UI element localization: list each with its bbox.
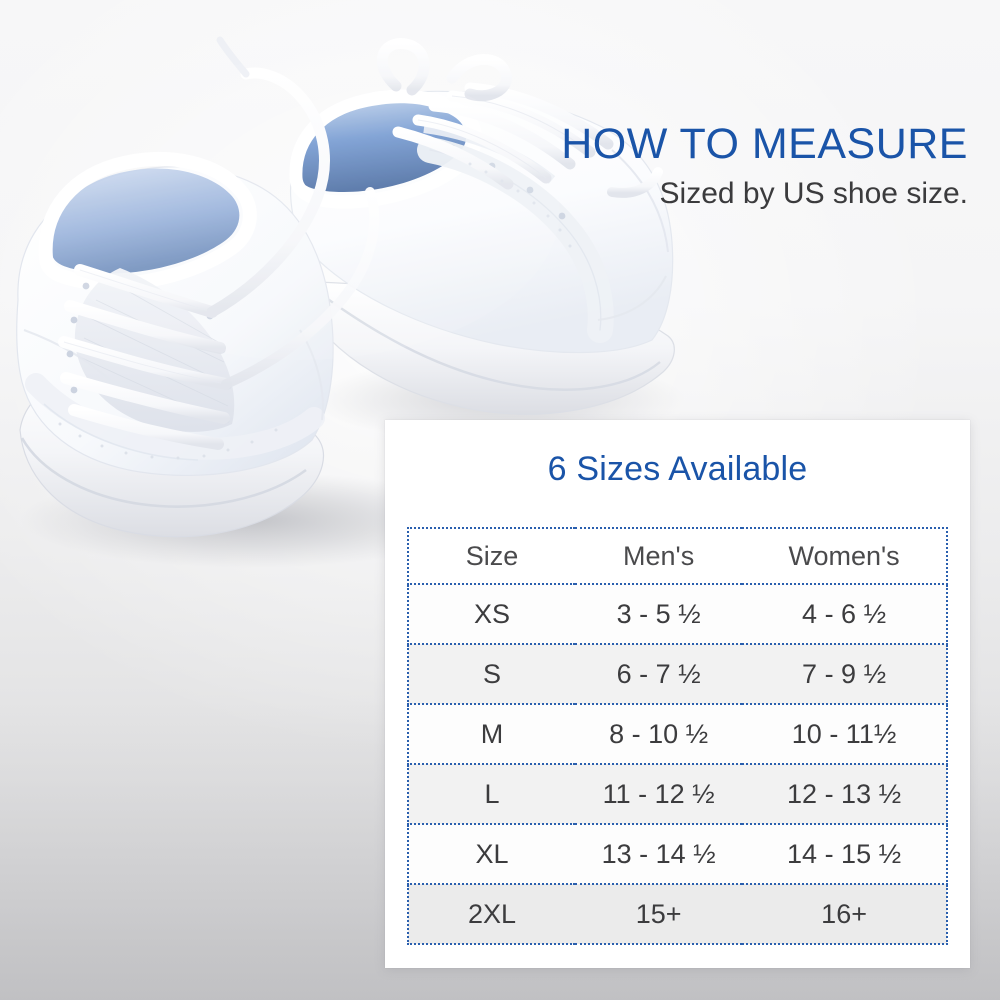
cell-size: XL xyxy=(406,823,576,885)
cell-mens: 6 - 7 ½ xyxy=(575,643,743,705)
table-row: S 6 - 7 ½ 7 - 9 ½ xyxy=(406,643,948,705)
size-chart-card: 6 Sizes Available Size Men's Women's XS … xyxy=(385,420,970,968)
cell-mens: 3 - 5 ½ xyxy=(575,583,743,645)
cell-size: XS xyxy=(406,583,576,645)
page-title: HOW TO MEASURE xyxy=(561,120,968,168)
cell-womens: 10 - 11½ xyxy=(742,703,948,765)
cell-womens: 16+ xyxy=(742,883,948,945)
table-row: L 11 - 12 ½ 12 - 13 ½ xyxy=(406,763,948,825)
cell-womens: 7 - 9 ½ xyxy=(742,643,948,705)
cell-size: 2XL xyxy=(406,883,576,945)
cell-womens: 4 - 6 ½ xyxy=(742,583,948,645)
page-subtitle: Sized by US shoe size. xyxy=(659,177,968,211)
table-row: XL 13 - 14 ½ 14 - 15 ½ xyxy=(406,823,948,885)
size-chart-title: 6 Sizes Available xyxy=(547,450,808,488)
column-header-mens: Men's xyxy=(575,527,743,585)
column-header-size: Size xyxy=(406,527,576,585)
cell-mens: 13 - 14 ½ xyxy=(575,823,743,885)
cell-size: M xyxy=(406,703,576,765)
headline-block: HOW TO MEASURE Sized by US shoe size. xyxy=(408,120,968,212)
sneaker-photo xyxy=(0,0,700,590)
cell-size: S xyxy=(406,643,576,705)
table-row: M 8 - 10 ½ 10 - 11½ xyxy=(406,703,948,765)
sneaker-front xyxy=(16,36,380,538)
cell-size: L xyxy=(406,763,576,825)
cell-womens: 14 - 15 ½ xyxy=(742,823,948,885)
cell-mens: 15+ xyxy=(575,883,743,945)
table-row: XS 3 - 5 ½ 4 - 6 ½ xyxy=(406,583,948,645)
cell-mens: 11 - 12 ½ xyxy=(575,763,743,825)
column-header-womens: Women's xyxy=(742,527,948,585)
table-row: 2XL 15+ 16+ xyxy=(406,883,948,945)
size-chart-table: Size Men's Women's XS 3 - 5 ½ 4 - 6 ½ S … xyxy=(406,527,948,945)
table-header-row: Size Men's Women's xyxy=(406,527,948,585)
cell-womens: 12 - 13 ½ xyxy=(742,763,948,825)
cell-mens: 8 - 10 ½ xyxy=(575,703,743,765)
